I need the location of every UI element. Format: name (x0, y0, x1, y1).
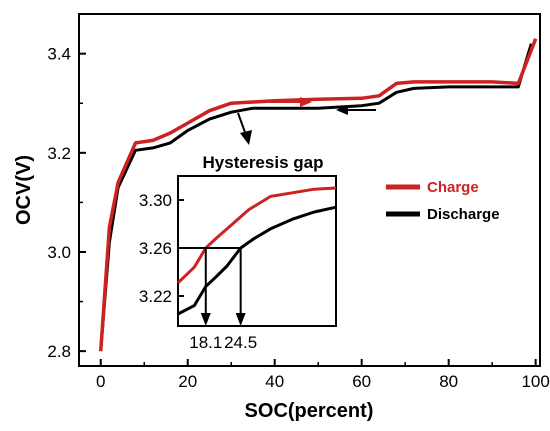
inset-plot-frame (177, 175, 337, 327)
inset-y-tick-label: 3.30 (139, 191, 172, 210)
x-tick-label: 60 (352, 372, 371, 391)
inset-marker-label: 24.5 (224, 333, 257, 352)
discharge-series-line (99, 43, 533, 352)
x-tick-label: 0 (96, 372, 105, 391)
inset-charge-line (176, 186, 337, 284)
legend-discharge-label: Discharge (427, 206, 500, 223)
main-series-group (98, 38, 538, 352)
inset-y-tick-label: 3.26 (139, 239, 172, 258)
inset-drop-arrow-head (200, 313, 211, 326)
y-axis-label: OCV(V) (13, 155, 35, 225)
y-tick-label: 3.4 (47, 45, 71, 64)
main-plot-frame (78, 13, 541, 367)
x-tick-label: 40 (265, 372, 284, 391)
inset-drop-arrow-head (235, 313, 246, 326)
inset-pointer-arrow (237, 112, 252, 145)
charge-series-line (98, 38, 538, 352)
y-tick-label: 3.0 (47, 243, 71, 262)
inset-title: Hysteresis gap (203, 153, 324, 172)
inset-ticks-group: 3.30 3.26 3.22 18.1 24.5 (139, 191, 257, 352)
legend: Charge Discharge (386, 179, 500, 223)
y-tick-label: 3.2 (47, 144, 71, 163)
legend-charge-label: Charge (427, 179, 479, 196)
charge-direction-arrow (270, 97, 312, 107)
y-tick-label: 2.8 (47, 342, 71, 361)
inset-marker-label: 18.1 (189, 333, 222, 352)
x-tick-label: 100 (521, 372, 549, 391)
x-axis-label: SOC(percent) (245, 400, 374, 422)
x-tick-label: 20 (178, 372, 197, 391)
discharge-direction-arrow (336, 105, 376, 115)
main-ticks-group: 0 20 40 60 80 100 2.8 3.0 3.2 3.4 (47, 45, 549, 391)
inset-y-tick-label: 3.22 (139, 287, 172, 306)
x-tick-label: 80 (439, 372, 458, 391)
